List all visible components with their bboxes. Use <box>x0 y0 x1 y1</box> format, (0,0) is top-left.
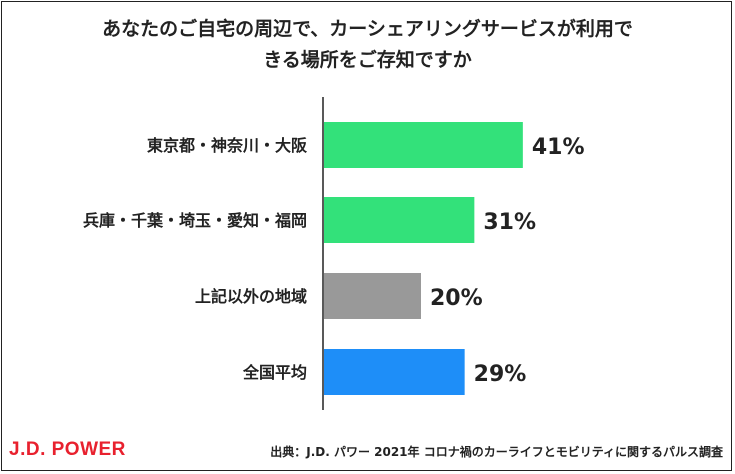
chart-title-line-1: あなたのご自宅の周辺で、カーシェアリングサービスが利用で <box>102 18 633 40</box>
data-label: 31% <box>483 210 536 235</box>
source-note: 出典：J.D. パワー 2021年 コロナ禍のカーライフとモビリティに関するパル… <box>270 445 723 459</box>
data-label: 41% <box>532 135 585 160</box>
category-label: 東京都・神奈川・大阪 <box>147 136 308 155</box>
bar <box>324 349 465 395</box>
bar <box>324 122 523 168</box>
category-label: 上記以外の地域 <box>195 287 307 306</box>
jd-power-logo: J.D. POWER <box>9 439 126 460</box>
bar <box>324 197 475 243</box>
data-label: 20% <box>430 286 483 311</box>
chart-title: あなたのご自宅の周辺で、カーシェアリングサービスが利用で きる場所をご存知ですか <box>0 14 735 76</box>
bar <box>324 273 421 319</box>
category-label: 全国平均 <box>242 363 307 382</box>
chart-title-line-2: きる場所をご存知ですか <box>263 49 472 71</box>
category-label: 兵庫・千葉・埼玉・愛知・福岡 <box>83 211 307 230</box>
data-label: 29% <box>474 362 527 387</box>
